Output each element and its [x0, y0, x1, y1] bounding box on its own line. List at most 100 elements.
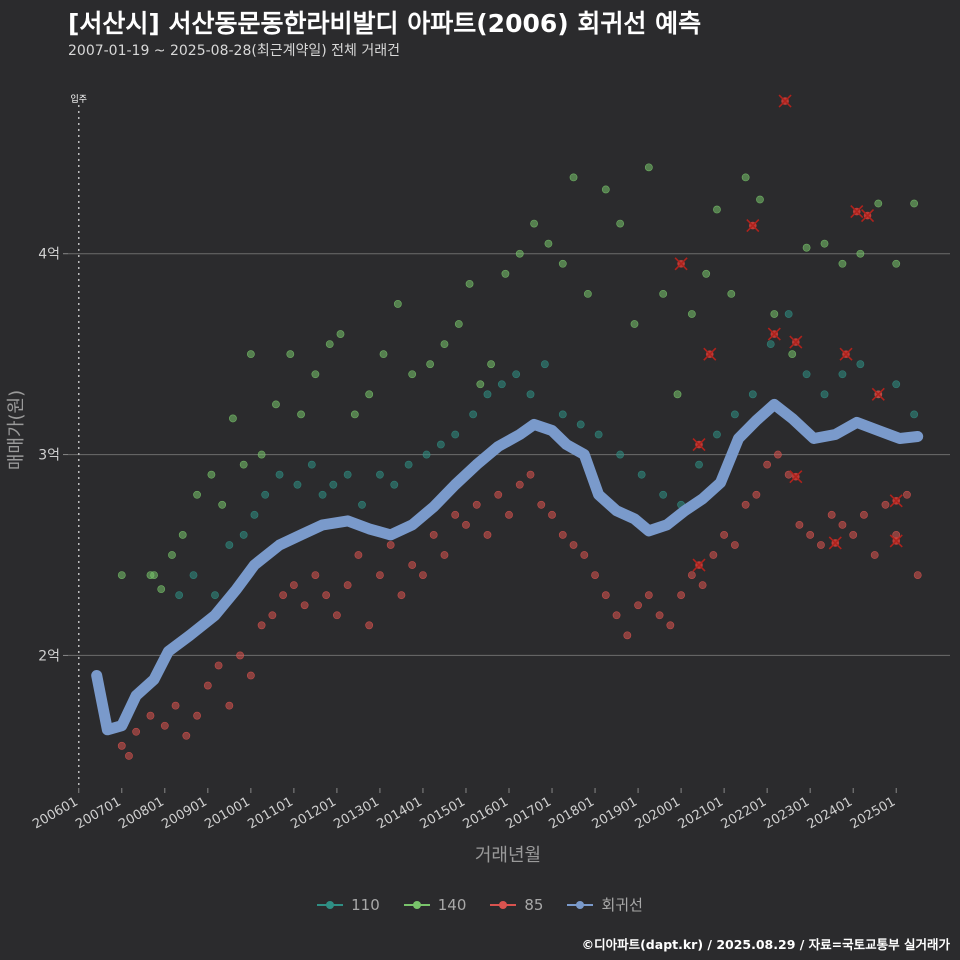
data-point-85: [365, 621, 374, 630]
cancelled-cross-mark: [778, 94, 792, 108]
x-tick-label: 201901: [590, 794, 640, 832]
data-point-140: [487, 360, 495, 369]
move-in-label: 입주: [70, 93, 87, 105]
data-point-140: [168, 551, 176, 559]
data-point-140: [583, 289, 592, 298]
data-point-110: [910, 410, 919, 419]
data-point-140: [408, 370, 417, 379]
data-point-85: [236, 651, 244, 660]
data-point-140: [286, 350, 295, 359]
data-point-85: [903, 490, 911, 499]
data-point-110: [856, 360, 865, 369]
data-point-110: [892, 380, 901, 389]
data-point-110: [376, 470, 384, 479]
data-point-140: [257, 450, 266, 459]
legend-key-icon: [317, 899, 344, 911]
data-point-140: [713, 205, 721, 214]
data-point-85: [429, 531, 438, 539]
data-point-110: [695, 460, 703, 469]
x-tick-label: 201301: [331, 794, 381, 832]
data-point-110: [497, 380, 506, 389]
axes: 2억 3억 4억 2006012007012008012009012010012011…: [30, 247, 898, 833]
data-point-85: [849, 531, 858, 539]
data-point-140: [569, 173, 578, 182]
data-point-85: [806, 531, 815, 539]
data-point-85: [860, 510, 868, 519]
data-point-140: [702, 269, 711, 278]
data-point-85: [225, 701, 234, 710]
data-point-85: [784, 470, 793, 479]
cancelled-cross-mark: [889, 494, 903, 508]
x-tick-label: 200801: [116, 794, 166, 832]
x-tick-label: 200701: [73, 794, 123, 832]
data-point-110: [483, 390, 492, 399]
x-tick-label: 201801: [547, 794, 597, 832]
cancelled-cross-mark: [789, 470, 803, 484]
data-point-85: [537, 500, 546, 509]
data-point-140: [874, 199, 883, 208]
data-point-85: [601, 591, 610, 600]
data-point-110: [175, 591, 184, 600]
data-point-140: [239, 460, 248, 469]
grid-lines: [68, 253, 950, 656]
data-point-85: [322, 591, 331, 600]
data-point-110: [275, 470, 284, 479]
chart-subtitle: 2007-01-19 ~ 2025-08-28(최근계약일) 전체 거래건: [68, 43, 400, 59]
data-point-140: [501, 269, 510, 278]
data-point-85: [408, 561, 417, 569]
data-point-85: [494, 490, 503, 499]
data-points: [117, 163, 922, 760]
x-tick-label: 201001: [202, 794, 252, 832]
legend-item: 회귀선: [567, 894, 643, 915]
data-point-85: [720, 531, 729, 539]
data-point-110: [512, 370, 521, 379]
legend: 110 140 85 회귀선: [0, 894, 960, 915]
data-point-110: [576, 420, 585, 429]
cancelled-cross-mark: [703, 347, 717, 361]
x-tick-label: 201201: [288, 794, 338, 832]
x-tick-label: 202101: [676, 794, 726, 832]
data-point-85: [117, 741, 126, 750]
data-point-85: [763, 460, 772, 469]
y-tick-label: 2억: [38, 648, 60, 664]
regression-line-path: [91, 398, 924, 736]
cancelled-cross-mark: [767, 327, 781, 341]
data-point-110: [343, 470, 352, 479]
legend-item: 110: [317, 894, 380, 915]
data-point-140: [820, 239, 829, 248]
data-point-140: [515, 249, 524, 258]
data-point-85: [515, 480, 524, 489]
data-point-110: [189, 571, 198, 579]
data-point-85: [774, 450, 782, 459]
cancelled-cross-mark: [889, 534, 903, 548]
data-point-110: [784, 310, 793, 318]
data-point-110: [436, 440, 445, 449]
cancelled-cross-mark: [839, 347, 853, 361]
data-point-110: [469, 410, 478, 419]
data-point-85: [246, 671, 255, 680]
data-point-140: [311, 370, 320, 379]
legend-label: 110: [351, 895, 380, 914]
data-point-110: [318, 490, 327, 499]
data-point-85: [419, 571, 427, 579]
data-point-85: [376, 571, 384, 579]
y-axis-label: 매매가(원): [6, 390, 27, 470]
data-point-85: [472, 500, 481, 509]
x-tick-label: 202401: [805, 794, 855, 832]
data-point-140: [350, 410, 359, 419]
x-tick-label: 201501: [417, 794, 467, 832]
data-point-110: [211, 591, 219, 600]
data-point-85: [386, 541, 395, 549]
data-point-140: [207, 470, 216, 479]
data-point-140: [393, 300, 402, 308]
data-point-85: [644, 591, 653, 600]
data-point-85: [289, 581, 298, 590]
data-point-110: [250, 510, 259, 519]
data-point-140: [727, 289, 736, 298]
data-point-140: [365, 390, 374, 399]
data-point-140: [892, 259, 901, 268]
data-point-140: [272, 400, 280, 409]
data-point-140: [246, 350, 255, 359]
data-point-140: [440, 340, 449, 349]
data-point-85: [203, 681, 212, 690]
